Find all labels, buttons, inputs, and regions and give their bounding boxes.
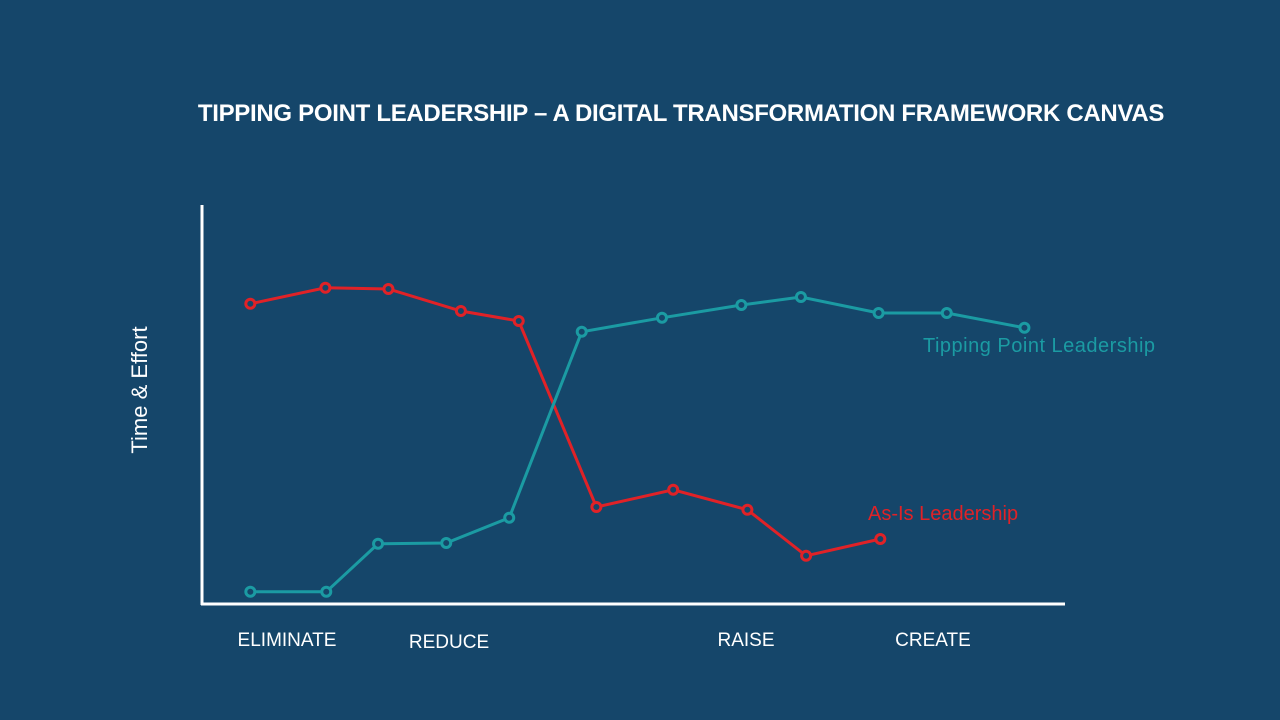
data-point bbox=[940, 307, 953, 319]
data-point bbox=[1018, 321, 1031, 334]
data-point bbox=[735, 299, 748, 311]
data-point bbox=[874, 533, 887, 545]
data-point bbox=[454, 305, 467, 317]
chart-title: TIPPING POINT LEADERSHIP – A DIGITAL TRA… bbox=[197, 100, 1165, 127]
series-line bbox=[250, 295, 1025, 594]
data-point bbox=[320, 585, 333, 598]
data-point bbox=[741, 503, 754, 516]
series-0 bbox=[244, 281, 887, 562]
data-point bbox=[590, 501, 603, 513]
series-label-as-is: As-Is Leadership bbox=[868, 503, 1019, 525]
series-line bbox=[250, 286, 881, 558]
data-point bbox=[655, 311, 668, 324]
data-point bbox=[794, 291, 807, 303]
data-point bbox=[319, 281, 332, 294]
category-label-reduce: REDUCE bbox=[408, 632, 490, 653]
data-point bbox=[503, 511, 516, 524]
data-point bbox=[372, 537, 385, 550]
data-point bbox=[667, 483, 680, 496]
series-1 bbox=[244, 291, 1031, 598]
data-point bbox=[440, 537, 453, 549]
data-point bbox=[244, 585, 257, 598]
data-point bbox=[244, 297, 257, 310]
data-point bbox=[872, 307, 885, 319]
category-label-create: CREATE bbox=[895, 630, 971, 651]
data-point bbox=[575, 325, 588, 338]
category-label-raise: RAISE bbox=[717, 630, 775, 651]
series-label-tipping-point: Tipping Point Leadership bbox=[923, 335, 1156, 357]
category-label-eliminate: ELIMINATE bbox=[237, 630, 337, 651]
data-point bbox=[382, 283, 395, 295]
data-point bbox=[800, 549, 813, 562]
data-point bbox=[512, 315, 525, 327]
